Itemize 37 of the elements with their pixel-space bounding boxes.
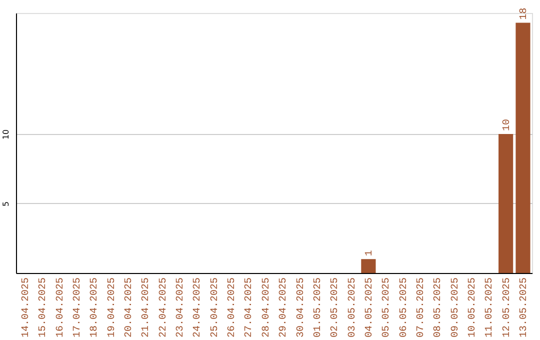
x-tick-label: 14.04.2025 [21, 278, 32, 338]
bar [498, 134, 514, 273]
x-tick-label: 11.05.2025 [484, 278, 496, 338]
x-tick-label: 24.04.2025 [192, 278, 204, 338]
x-tick-label: 18.04.2025 [90, 278, 101, 338]
x-tick-label: 22.04.2025 [158, 278, 170, 338]
x-tick-label: 29.04.2025 [278, 278, 290, 338]
x-tick-label: 19.04.2025 [106, 278, 118, 338]
x-tick-label: 05.05.2025 [382, 278, 393, 338]
x-tick-label: 15.04.2025 [38, 278, 50, 338]
x-tick-label: 07.05.2025 [416, 278, 427, 338]
x-tick-label: 09.05.2025 [450, 278, 462, 338]
data-label: 10 [502, 118, 513, 131]
x-tick-label: 28.04.2025 [261, 278, 272, 338]
x-tick-label: 17.04.2025 [72, 278, 84, 338]
data-label: 18 [518, 8, 530, 20]
x-tick-label: 25.04.2025 [210, 278, 221, 338]
x-tick-label: 16.04.2025 [55, 278, 66, 338]
x-tick-label: 08.05.2025 [433, 278, 444, 338]
x-tick-label: 26.04.2025 [227, 278, 238, 338]
bar [361, 259, 376, 273]
x-tick-label: 13.05.2025 [518, 278, 530, 338]
x-tick-label: 03.05.2025 [347, 278, 358, 338]
x-tick-label: 23.04.2025 [176, 278, 187, 338]
x-tick-label: 21.04.2025 [141, 278, 152, 338]
x-tick-label: 20.04.2025 [124, 278, 136, 338]
y-tick-label: 5 [2, 201, 10, 207]
x-tick-label: 04.05.2025 [364, 278, 376, 338]
x-tick-label: 30.04.2025 [296, 278, 307, 338]
x-tick-label: 02.05.2025 [330, 278, 342, 338]
x-tick-label: 12.05.2025 [502, 278, 513, 338]
data-label: 1 [364, 250, 376, 256]
x-tick-label: 10.05.2025 [467, 278, 478, 338]
x-tick-label: 01.05.2025 [312, 278, 324, 338]
x-tick-label: 27.04.2025 [244, 278, 256, 338]
x-tick-label: 06.05.2025 [398, 278, 410, 338]
bar [516, 22, 530, 273]
